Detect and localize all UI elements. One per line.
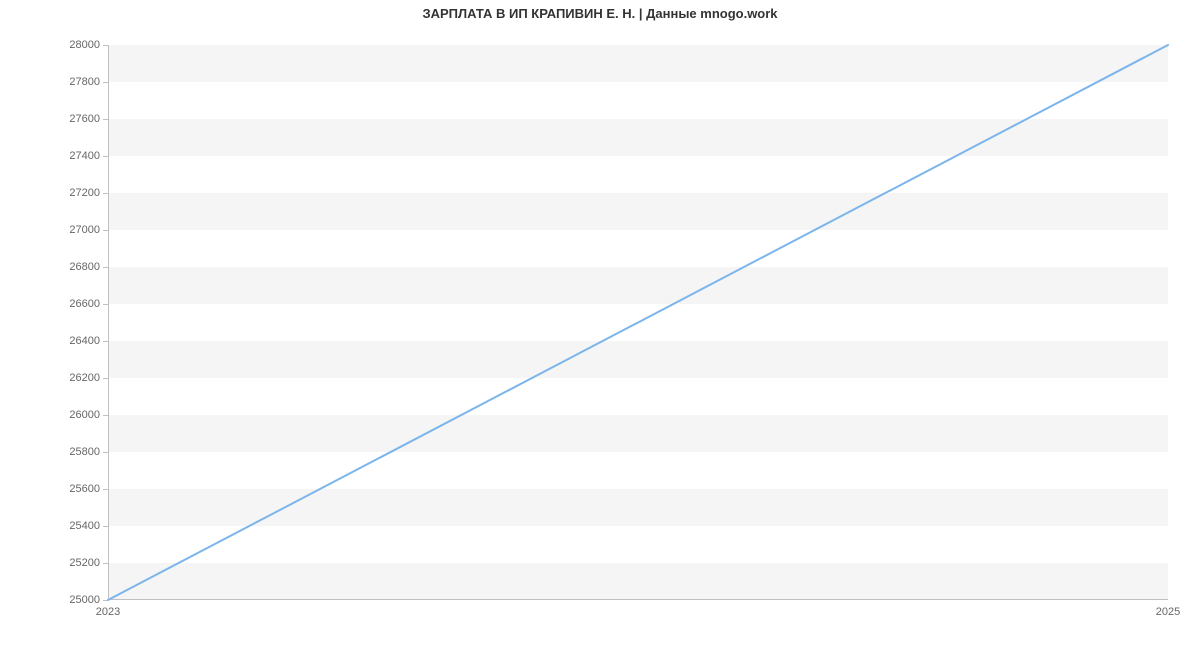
series-line <box>108 45 1168 600</box>
x-tick-label: 2023 <box>96 606 120 618</box>
y-tick-label: 25400 <box>69 520 100 532</box>
y-tick-label: 27200 <box>69 187 100 199</box>
y-tick-label: 27000 <box>69 224 100 236</box>
plot-area: 2500025200254002560025800260002620026400… <box>108 45 1168 600</box>
y-tick-label: 28000 <box>69 39 100 51</box>
y-tick-label: 25200 <box>69 557 100 569</box>
y-tick-label: 26400 <box>69 335 100 347</box>
y-tick-label: 26000 <box>69 409 100 421</box>
y-tick-label: 26600 <box>69 298 100 310</box>
x-tick-label: 2025 <box>1156 606 1180 618</box>
salary-chart: ЗАРПЛАТА В ИП КРАПИВИН Е. Н. | Данные mn… <box>0 0 1200 650</box>
y-tick-label: 27800 <box>69 76 100 88</box>
y-tick-label: 25600 <box>69 483 100 495</box>
chart-title: ЗАРПЛАТА В ИП КРАПИВИН Е. Н. | Данные mn… <box>0 6 1200 21</box>
y-tick-label: 25800 <box>69 446 100 458</box>
y-tick-label: 27400 <box>69 150 100 162</box>
y-tick-label: 26800 <box>69 261 100 273</box>
line-layer <box>108 45 1168 600</box>
y-tick-label: 27600 <box>69 113 100 125</box>
y-tick-label: 26200 <box>69 372 100 384</box>
y-tick-label: 25000 <box>69 594 100 606</box>
